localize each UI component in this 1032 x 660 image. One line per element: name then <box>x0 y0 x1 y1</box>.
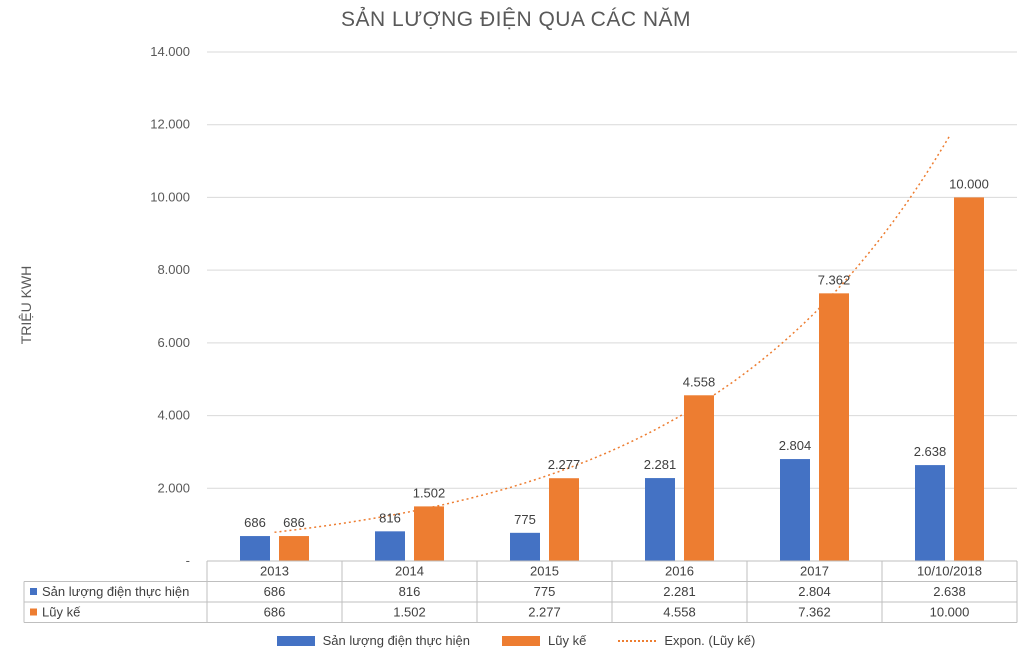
y-axis-ticks: - 2.000 4.000 6.000 8.000 10.000 12.000 14.000 <box>150 44 190 568</box>
data-label: 2.277 <box>548 457 581 472</box>
y-tick-label: 4.000 <box>157 408 190 423</box>
y-tick-label: 6.000 <box>157 335 190 350</box>
table-cell: 1.502 <box>393 605 426 620</box>
table-row-swatch <box>30 588 37 595</box>
table-cell: 816 <box>399 584 421 599</box>
table-cell: 2.804 <box>798 584 831 599</box>
bar-san-luong <box>375 531 405 561</box>
y-tick-label: 2.000 <box>157 480 190 495</box>
bars <box>240 197 984 561</box>
table-cell: 686 <box>264 605 286 620</box>
x-tick-label: 10/10/2018 <box>917 564 982 579</box>
table-row-label: Lũy kế <box>42 605 81 620</box>
legend-item-series-1: Sản lượng điện thực hiện <box>276 633 470 648</box>
bar-san-luong <box>780 459 810 561</box>
data-label: 7.362 <box>818 272 851 287</box>
table-row-label: Sản lượng điện thực hiện <box>42 584 189 599</box>
data-label: 816 <box>379 510 401 525</box>
table-cell: 2.277 <box>528 605 561 620</box>
bar-san-luong <box>510 532 540 561</box>
bar-luy-ke <box>954 197 984 561</box>
data-label: 686 <box>244 515 266 530</box>
legend-label-trendline: Expon. (Lũy kế) <box>664 633 756 648</box>
data-label: 4.558 <box>683 374 716 389</box>
x-tick-label: 2017 <box>800 564 829 579</box>
gridlines <box>207 51 1017 489</box>
bar-luy-ke <box>819 293 849 561</box>
y-tick-label: 8.000 <box>157 262 190 277</box>
bar-san-luong <box>240 536 270 561</box>
y-tick-label: 12.000 <box>150 117 190 132</box>
chart-title: SẢN LƯỢNG ĐIỆN QUA CÁC NĂM <box>341 8 691 31</box>
x-tick-label: 2016 <box>665 564 694 579</box>
table-cell: 2.638 <box>933 584 966 599</box>
legend-item-series-2: Lũy kế <box>502 633 586 648</box>
data-label: 1.502 <box>413 485 446 500</box>
data-table: 2013 686 686 2014 816 1.502 2015 775 2.277 2016 2.… <box>23 560 1018 623</box>
legend-label-series-1: Sản lượng điện thực hiện <box>322 633 470 648</box>
bar-luy-ke <box>414 506 444 561</box>
bar-chart: -2.0004.0006.0008.00010.00012.00014.000 … <box>23 44 1018 623</box>
table-cell: 2.281 <box>663 584 696 599</box>
data-label: 775 <box>514 512 536 527</box>
bar-luy-ke <box>549 478 579 561</box>
table-row-swatch <box>30 608 37 616</box>
data-label: 10.000 <box>949 176 989 191</box>
legend-item-trendline: Expon. (Lũy kế) <box>618 633 755 648</box>
table-cell: 10.000 <box>930 605 970 620</box>
table-cell: 4.558 <box>663 605 696 620</box>
x-tick-label: 2013 <box>260 564 289 579</box>
y-tick-label: 14.000 <box>150 44 190 59</box>
bar-san-luong <box>915 465 945 561</box>
data-label: 2.804 <box>779 438 812 453</box>
legend-swatch-blue <box>276 635 315 646</box>
table-cell: 7.362 <box>798 605 831 620</box>
y-tick-label: 10.000 <box>150 189 190 204</box>
data-labels: 686 686 816 1.502 775 2.277 2.281 4.558 2.804 7.3… <box>244 176 989 530</box>
legend-swatch-orange <box>502 635 540 646</box>
bar-luy-ke <box>684 395 714 561</box>
table-cell: 775 <box>534 584 556 599</box>
x-tick-label: 2014 <box>395 564 424 579</box>
y-tick-label: - <box>186 553 190 568</box>
bar-luy-ke <box>279 536 309 561</box>
x-tick-label: 2015 <box>530 564 559 579</box>
bar-san-luong <box>645 478 675 561</box>
legend-label-series-2: Lũy kế <box>548 633 587 648</box>
data-label: 686 <box>283 515 305 530</box>
table-cell: 686 <box>264 584 286 599</box>
data-label: 2.281 <box>644 457 677 472</box>
data-label: 2.638 <box>914 444 947 459</box>
legend-swatch-dotted <box>618 639 657 642</box>
legend: Sản lượng điện thực hiện Lũy kế Expon. (… <box>0 633 1032 648</box>
